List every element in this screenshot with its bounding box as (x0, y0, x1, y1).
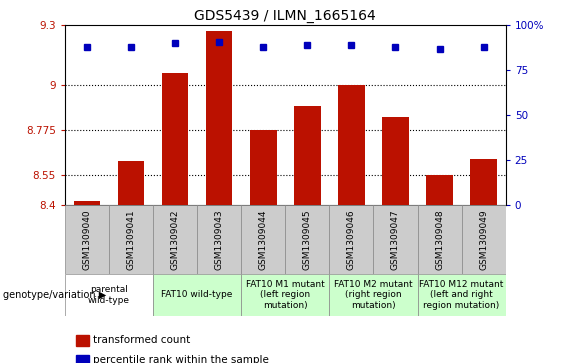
Bar (65, 274, 153, 316)
Bar (153, 274, 241, 316)
Bar (206, 31, 232, 205)
Bar (338, 85, 364, 205)
Bar (285, 205, 329, 274)
Text: GSM1309041: GSM1309041 (127, 209, 136, 270)
Bar (373, 205, 418, 274)
Bar (241, 205, 285, 274)
Text: GSM1309042: GSM1309042 (171, 209, 180, 270)
Bar (462, 205, 506, 274)
Bar (162, 73, 188, 205)
Bar (427, 175, 453, 205)
Text: GSM1309044: GSM1309044 (259, 209, 268, 270)
Bar (418, 205, 462, 274)
Bar (197, 205, 241, 274)
Bar (383, 117, 408, 205)
Text: GSM1309043: GSM1309043 (215, 209, 224, 270)
Text: GSM1309046: GSM1309046 (347, 209, 356, 270)
Text: GSM1309040: GSM1309040 (82, 209, 92, 270)
Text: GSM1309049: GSM1309049 (479, 209, 488, 270)
Bar (74, 201, 100, 205)
Text: FAT10 M2 mutant
(right region
mutation): FAT10 M2 mutant (right region mutation) (334, 280, 413, 310)
Bar (109, 205, 153, 274)
Bar (329, 205, 373, 274)
Bar (250, 130, 276, 205)
Text: FAT10 wild-type: FAT10 wild-type (162, 290, 233, 299)
Bar (471, 159, 497, 205)
Bar (65, 205, 109, 274)
Bar (241, 274, 329, 316)
Bar (153, 205, 197, 274)
Text: percentile rank within the sample: percentile rank within the sample (93, 355, 269, 363)
Bar (118, 161, 144, 205)
Text: transformed count: transformed count (93, 335, 190, 346)
Title: GDS5439 / ILMN_1665164: GDS5439 / ILMN_1665164 (194, 9, 376, 23)
Bar (418, 274, 506, 316)
Text: FAT10 M12 mutant
(left and right
region mutation): FAT10 M12 mutant (left and right region … (419, 280, 504, 310)
Text: FAT10 M1 mutant
(left region
mutation): FAT10 M1 mutant (left region mutation) (246, 280, 325, 310)
Text: parental
wild-type: parental wild-type (88, 285, 130, 305)
Bar (294, 106, 320, 205)
Bar (329, 274, 418, 316)
Text: GSM1309045: GSM1309045 (303, 209, 312, 270)
Text: GSM1309048: GSM1309048 (435, 209, 444, 270)
Text: genotype/variation ▶: genotype/variation ▶ (3, 290, 106, 300)
Text: GSM1309047: GSM1309047 (391, 209, 400, 270)
